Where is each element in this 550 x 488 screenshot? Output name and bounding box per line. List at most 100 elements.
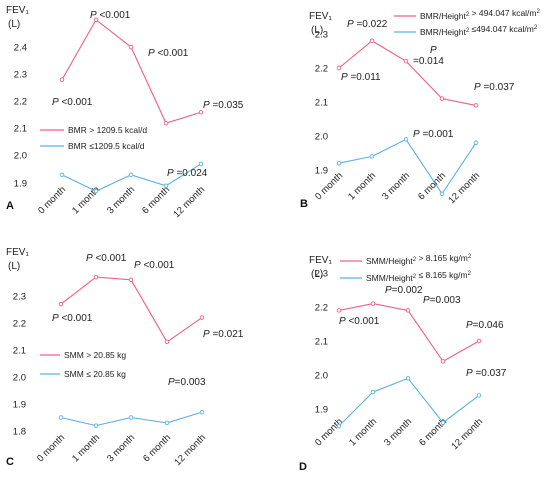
y-tick-label: 2.3 <box>315 269 328 280</box>
p-symbol: P <box>148 48 155 59</box>
y-tick-label: 2.2 <box>315 64 328 75</box>
data-point <box>473 103 479 108</box>
p-symbol: P <box>52 97 59 108</box>
y-axis-label: FEV₁ <box>6 247 29 258</box>
p-value-text: =0.022 <box>354 19 388 30</box>
p-symbol: P <box>423 295 430 306</box>
p-value-text: =0.001 <box>420 129 454 140</box>
p-symbol: P <box>341 72 348 83</box>
x-tick-label: 0 month <box>36 184 68 216</box>
p-symbol: P <box>86 253 93 264</box>
x-tick-label: 6 month <box>141 432 173 464</box>
p-value-text: =0.014 <box>413 56 444 67</box>
y-tick-label: 2.1 <box>13 346 26 357</box>
x-tick-label: 1 month <box>347 416 379 448</box>
legend-label: SMM ≤ 20.85 kg <box>64 369 126 379</box>
y-axis-label: FEV₁ <box>309 11 332 22</box>
p-value-text: =0.024 <box>174 168 208 179</box>
p-symbol: P <box>167 168 174 179</box>
data-point <box>128 277 134 283</box>
x-tick-label: 1 month <box>70 432 102 464</box>
y-tick-label: 2.1 <box>14 124 27 135</box>
y-axis-unit: (L) <box>311 269 323 280</box>
data-point <box>93 17 99 23</box>
p-symbol: P <box>430 45 437 56</box>
y-axis-unit: (L) <box>311 25 323 36</box>
legend-label: BMR/Height2 ≤494.047 kcal/m2 <box>420 24 538 37</box>
x-tick-label: 6 month <box>140 184 172 216</box>
data-point <box>59 172 65 178</box>
legend-label: BMR ≤1209.5 kcal/d <box>68 141 145 151</box>
data-point <box>59 77 65 82</box>
data-point <box>128 415 134 420</box>
y-tick-label: 2.2 <box>13 319 26 330</box>
p-value-text: <0.001 <box>59 313 93 324</box>
y-tick-label: 2.3 <box>14 70 27 81</box>
legend-label: SMM > 20.85 kg <box>64 350 126 360</box>
x-tick-label: 12 month <box>172 432 208 468</box>
p-value-annotation: P =0.035 <box>203 100 244 111</box>
panel-label: A <box>6 200 14 212</box>
data-point <box>369 154 375 159</box>
y-tick-label: 2.3 <box>315 30 328 41</box>
x-tick-label: 12 month <box>171 184 207 220</box>
x-tick-label: 0 month <box>35 432 67 464</box>
chart-panel-a: FEV₁ (L) 1.9 2.0 2.1 2.2 2.3 2.4 0 month 1 month 3… <box>6 5 244 220</box>
p-value-text: =0.037 <box>473 368 507 379</box>
data-point <box>476 338 482 344</box>
y-tick-label: 1.9 <box>14 179 27 190</box>
data-point <box>440 359 446 364</box>
y-tick-label: 2.2 <box>14 97 27 108</box>
chart-panel-d: FEV₁ (L) 1.9 2.0 2.1 2.2 2.3 0 month 1 month 3 mo… <box>299 253 507 473</box>
p-value-annotation: P =0.024 <box>167 168 208 179</box>
data-point <box>93 274 99 280</box>
p-value-text: =0.035 <box>210 100 244 111</box>
data-point <box>58 301 64 307</box>
y-axis-unit: (L) <box>8 19 20 30</box>
p-value-text: <0.001 <box>93 253 127 264</box>
p-value-annotation: P <0.001 <box>52 313 93 324</box>
p-symbol: P <box>474 82 481 93</box>
p-symbol: P <box>52 313 59 324</box>
legend-label: SMM/Height2 > 8.165 kg/m2 <box>366 253 472 266</box>
x-tick-label: 6 month <box>416 170 448 202</box>
p-value-text: =0.002 <box>392 285 423 296</box>
x-tick-label: 1 month <box>346 170 378 202</box>
y-tick-label: 2.0 <box>14 151 27 162</box>
p-value-annotation: P <0.001 <box>90 10 131 21</box>
x-tick-label: 3 month <box>105 184 137 216</box>
x-tick-label: 12 month <box>446 170 482 206</box>
p-value-annotation: P <0.001 <box>52 97 93 108</box>
y-tick-label: 2.4 <box>14 43 27 54</box>
data-point <box>93 423 99 428</box>
legend-label: BMR/Height2 > 494.047 kcal/m2 <box>420 8 541 21</box>
p-value-text: =0.003 <box>175 377 206 388</box>
p-value-annotation: P <0.001 <box>148 48 189 59</box>
data-point <box>439 191 445 197</box>
data-point <box>163 183 169 188</box>
y-tick-label: 2.1 <box>315 337 328 348</box>
p-value-annotation: P =0.037 <box>466 368 507 379</box>
panel-label: B <box>300 198 308 210</box>
p-symbol: P <box>90 10 97 21</box>
p-symbol: P <box>413 129 420 140</box>
data-point <box>369 38 375 44</box>
p-value-annotation: =0.014 <box>413 56 444 67</box>
p-symbol: P <box>466 368 473 379</box>
x-tick-label: 12 month <box>449 416 485 452</box>
p-value-text: <0.001 <box>346 316 380 327</box>
p-value-text: =0.046 <box>473 320 504 331</box>
y-tick-label: 2.0 <box>13 373 26 384</box>
data-point <box>336 160 342 166</box>
p-symbol: P <box>339 316 346 327</box>
p-value-annotation: P <0.001 <box>339 316 380 327</box>
data-point <box>128 44 134 50</box>
p-symbol: P <box>203 329 210 340</box>
x-tick-label: 3 month <box>105 432 137 464</box>
p-symbol: P <box>134 260 141 271</box>
p-value-text: <0.001 <box>59 97 93 108</box>
p-value-text: =0.021 <box>210 329 244 340</box>
p-value-annotation: P=0.003 <box>423 295 461 306</box>
data-point <box>403 58 409 64</box>
data-point <box>336 65 342 71</box>
